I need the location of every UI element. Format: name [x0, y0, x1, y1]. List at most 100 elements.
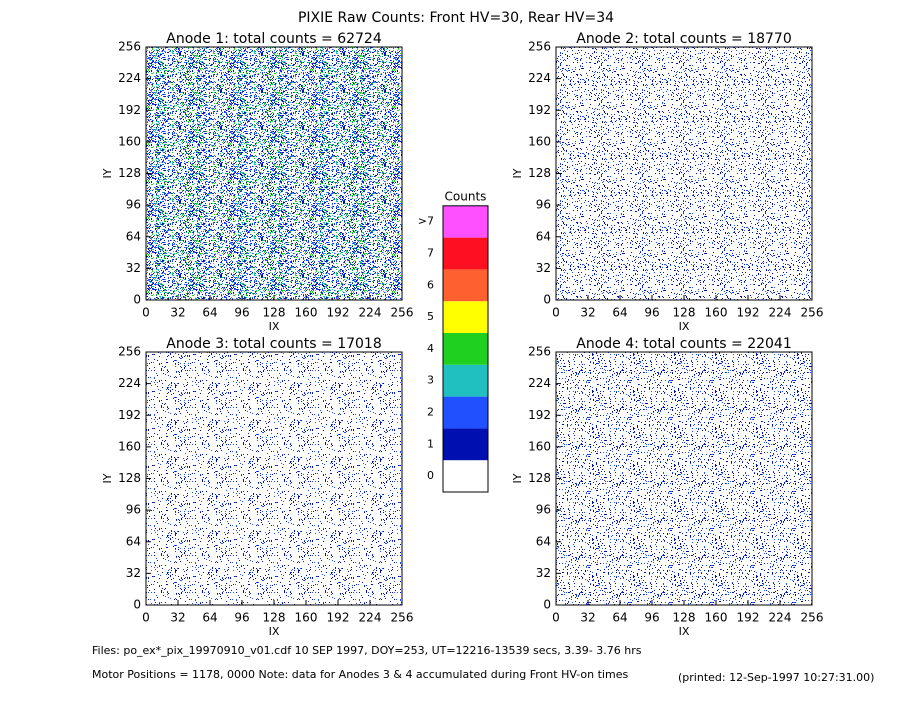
x-tick-label: 224 [359, 306, 382, 320]
heatmap-image [146, 352, 402, 605]
colorbar-cell [443, 428, 488, 461]
x-tick-label: 160 [295, 306, 318, 320]
x-tick-label: 0 [142, 611, 150, 625]
y-tick-label: 96 [126, 503, 141, 517]
x-axis-label: IX [679, 625, 690, 638]
panel-title: Anode 4: total counts = 22041 [576, 336, 791, 352]
colorbar-label: 7 [427, 247, 434, 260]
colorbar-label: 4 [427, 342, 434, 355]
colorbar-label: 6 [427, 278, 434, 291]
x-tick-label: 224 [769, 611, 792, 625]
y-tick-label: 32 [536, 261, 551, 275]
y-tick-label: 192 [118, 408, 141, 422]
panel-title: Anode 2: total counts = 18770 [576, 31, 791, 47]
y-tick-label: 224 [118, 376, 141, 390]
x-axis-label: IX [269, 320, 280, 333]
x-tick-label: 160 [705, 306, 728, 320]
x-tick-label: 256 [391, 306, 414, 320]
footer-files: Files: po_ex*_pix_19970910_v01.cdf 10 SE… [92, 644, 642, 657]
x-tick-label: 32 [580, 306, 595, 320]
x-tick-label: 96 [644, 306, 659, 320]
x-tick-label: 96 [234, 611, 249, 625]
y-tick-label: 224 [528, 71, 551, 85]
heatmap-image [556, 47, 812, 300]
y-tick-label: 32 [126, 566, 141, 580]
y-axis-label: IY [101, 168, 114, 178]
footer-printed: (printed: 12-Sep-1997 10:27:31.00) [678, 671, 874, 684]
x-tick-label: 32 [170, 306, 185, 320]
x-axis-label: IX [269, 625, 280, 638]
y-tick-label: 0 [133, 598, 141, 612]
y-tick-label: 160 [528, 134, 551, 148]
y-axis-label: IY [511, 473, 524, 483]
colorbar-cell [443, 460, 488, 492]
y-tick-label: 128 [528, 166, 551, 180]
colorbar-cell [443, 269, 488, 302]
y-tick-label: 0 [133, 293, 141, 307]
x-tick-label: 32 [580, 611, 595, 625]
x-tick-label: 64 [202, 611, 217, 625]
panel-title: Anode 3: total counts = 17018 [166, 336, 381, 352]
x-axis-label: IX [679, 320, 690, 333]
y-tick-label: 32 [536, 566, 551, 580]
x-tick-label: 256 [801, 306, 824, 320]
colorbar-cell [443, 364, 488, 397]
colorbar-title: Counts [445, 190, 487, 204]
x-tick-label: 0 [552, 306, 560, 320]
x-tick-label: 96 [644, 611, 659, 625]
x-tick-label: 128 [673, 306, 696, 320]
y-tick-label: 96 [536, 198, 551, 212]
colorbar-label: 5 [427, 310, 434, 323]
y-tick-label: 128 [118, 166, 141, 180]
x-tick-label: 64 [612, 306, 627, 320]
y-tick-label: 64 [536, 534, 551, 548]
y-tick-label: 256 [528, 345, 551, 359]
y-tick-label: 64 [126, 534, 141, 548]
y-tick-label: 32 [126, 261, 141, 275]
colorbar-cell [443, 237, 488, 270]
y-tick-label: 0 [543, 293, 551, 307]
y-tick-label: 256 [118, 40, 141, 54]
colorbar-cell [443, 205, 488, 238]
y-tick-label: 96 [536, 503, 551, 517]
colorbar-label: 2 [427, 406, 434, 419]
colorbar-frame [442, 205, 489, 493]
colorbar-cell [443, 301, 488, 333]
x-tick-label: 192 [737, 306, 760, 320]
y-axis-label: IY [101, 473, 114, 483]
heatmap-image [556, 352, 812, 605]
y-tick-label: 256 [118, 345, 141, 359]
x-tick-label: 160 [705, 611, 728, 625]
x-tick-label: 0 [552, 611, 560, 625]
x-tick-label: 160 [295, 611, 318, 625]
y-tick-label: 192 [528, 408, 551, 422]
x-tick-label: 128 [673, 611, 696, 625]
y-axis-label: IY [511, 168, 524, 178]
colorbar-label: 3 [427, 374, 434, 387]
x-tick-label: 256 [391, 611, 414, 625]
y-tick-label: 192 [528, 103, 551, 117]
page-title: PIXIE Raw Counts: Front HV=30, Rear HV=3… [298, 10, 614, 26]
y-tick-label: 96 [126, 198, 141, 212]
colorbar-label: 1 [427, 437, 434, 450]
y-tick-label: 64 [126, 229, 141, 243]
y-tick-label: 0 [543, 598, 551, 612]
x-tick-label: 192 [327, 611, 350, 625]
colorbar-cell [443, 333, 488, 365]
colorbar-label: >7 [418, 215, 434, 228]
footer-motor: Motor Positions = 1178, 0000 Note: data … [92, 668, 628, 681]
colorbar-cell [443, 396, 488, 429]
panel-title: Anode 1: total counts = 62724 [166, 31, 382, 47]
x-tick-label: 0 [142, 306, 150, 320]
y-tick-label: 256 [528, 40, 551, 54]
x-tick-label: 64 [612, 611, 627, 625]
y-tick-label: 128 [118, 471, 141, 485]
x-tick-label: 224 [359, 611, 382, 625]
x-tick-label: 224 [769, 306, 792, 320]
y-tick-label: 224 [118, 71, 141, 85]
x-tick-label: 192 [327, 306, 350, 320]
y-tick-label: 224 [528, 376, 551, 390]
y-tick-label: 160 [118, 439, 141, 453]
x-tick-label: 192 [737, 611, 760, 625]
